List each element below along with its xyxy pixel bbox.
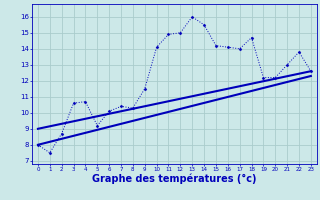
X-axis label: Graphe des températures (°c): Graphe des températures (°c) — [92, 173, 257, 184]
